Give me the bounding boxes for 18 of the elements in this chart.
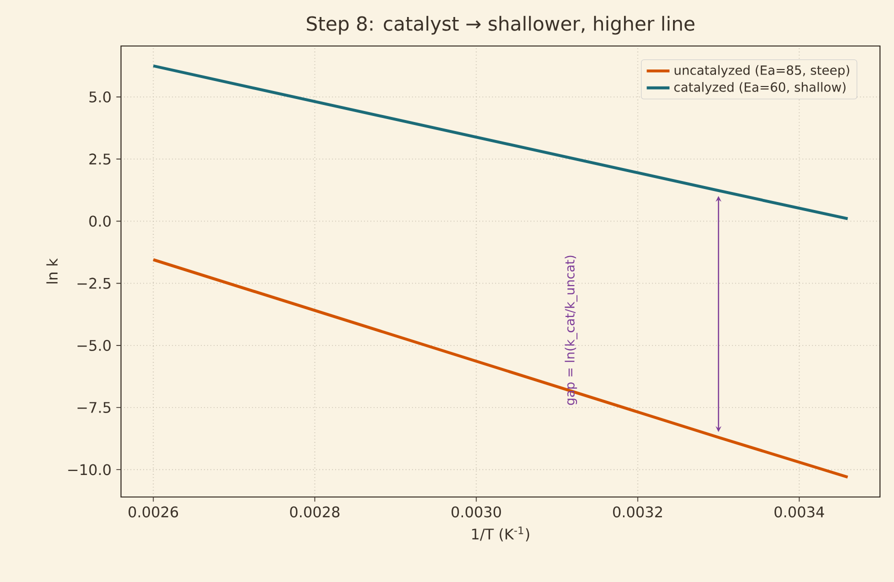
- chart-title: Step 8: catalyst → shallower, higher line: [306, 16, 694, 35]
- legend-label: uncatalyzed (Ea=85, steep): [674, 65, 850, 78]
- y-axis-title: ln k: [46, 258, 58, 284]
- y-tick-label: −7.5: [78, 402, 110, 413]
- y-tick-label: 5.0: [89, 91, 111, 102]
- x-tick-label: 0.0032: [613, 506, 662, 518]
- y-tick-label: 2.5: [89, 154, 110, 165]
- y-tick-label: −5.0: [78, 340, 111, 351]
- x-tick-label: 0.0034: [774, 506, 824, 518]
- x-tick-label: 0.0026: [128, 506, 178, 518]
- annotation: gap = ln(k_cat/k_uncat): [564, 256, 578, 405]
- y-tick-label: 0.0: [89, 216, 111, 227]
- y-tick-label: −2.5: [78, 278, 110, 289]
- x-tick-label: 0.0028: [290, 506, 340, 518]
- y-tick-label: −10.0: [68, 464, 111, 476]
- x-axis-title: 1/T (K$^{-1}$): [472, 526, 530, 542]
- legend-label: catalyzed (Ea=60, shallow): [674, 82, 846, 94]
- x-tick-label: 0.0030: [452, 506, 501, 518]
